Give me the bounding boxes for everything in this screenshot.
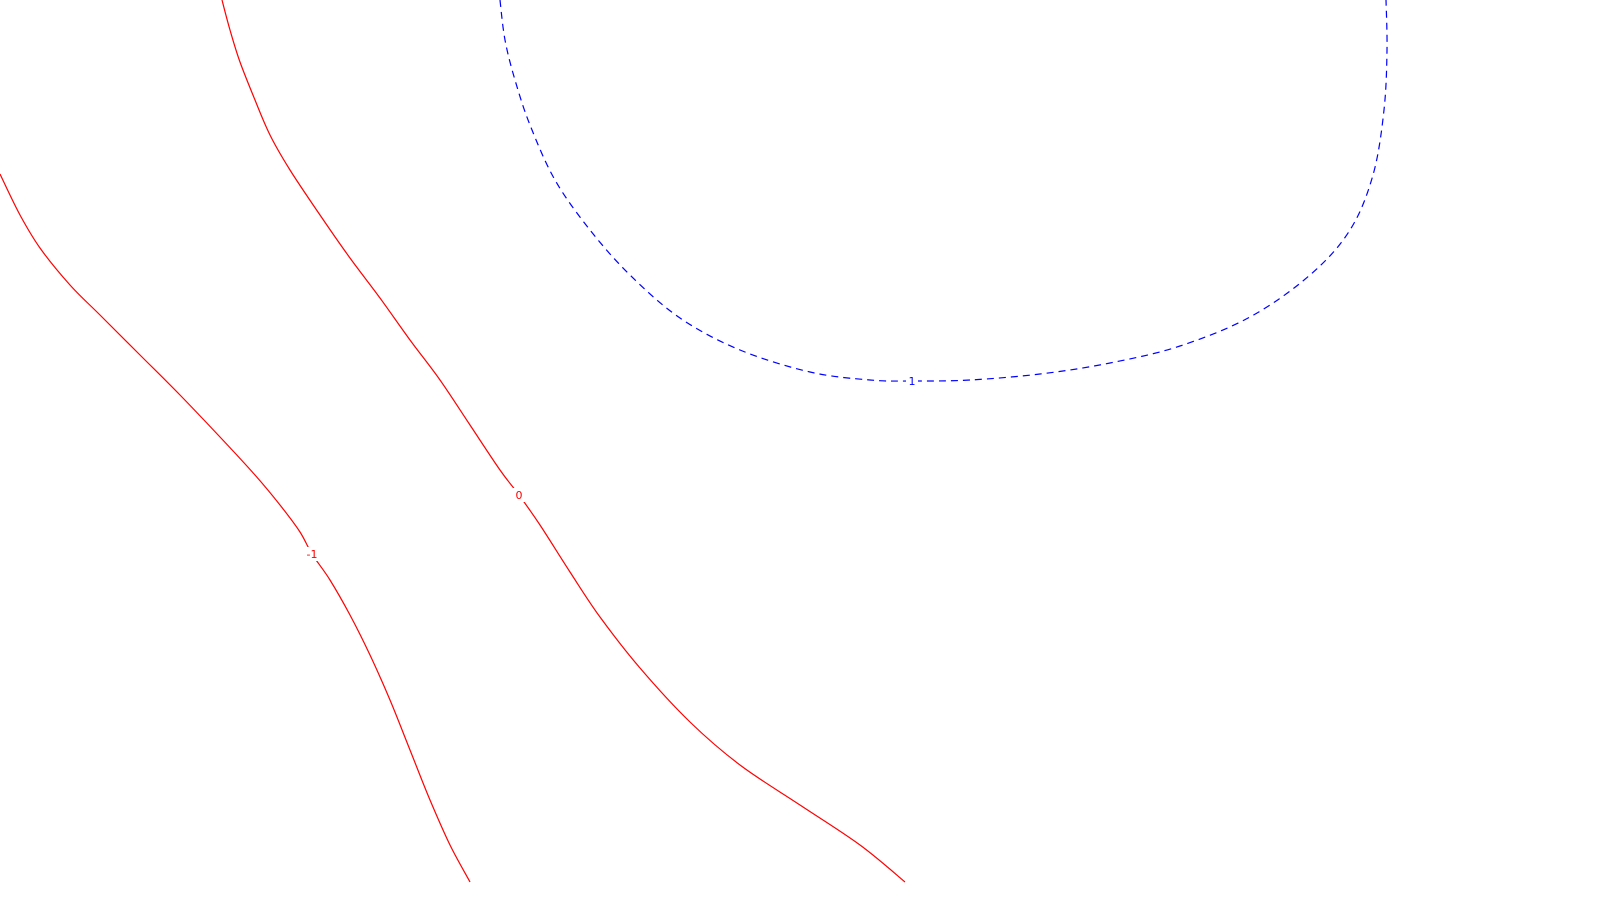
contour-label-level-1: 1 bbox=[909, 375, 916, 388]
contour-label-background bbox=[906, 374, 918, 388]
contour-line-level-0 bbox=[221, 0, 906, 883]
contour-labels: -1 0 1 bbox=[303, 374, 918, 561]
contour-label-level-neg1: -1 bbox=[307, 548, 318, 561]
contour-label-background bbox=[513, 488, 525, 502]
contour-label-background bbox=[303, 547, 321, 561]
contour-label-level-0: 0 bbox=[516, 489, 523, 502]
contour-line-level-neg1 bbox=[0, 173, 471, 883]
